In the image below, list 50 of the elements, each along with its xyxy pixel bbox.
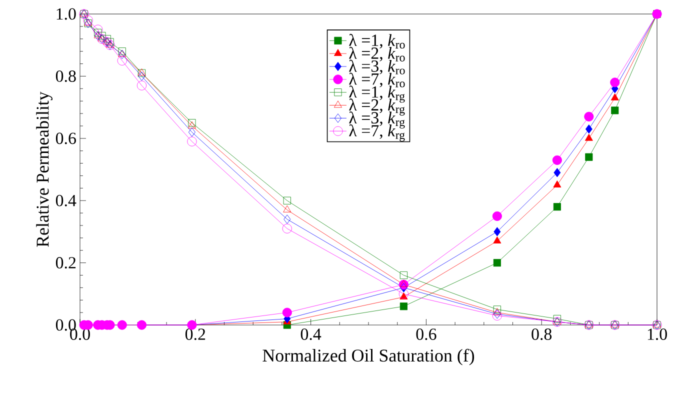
point bbox=[585, 153, 593, 161]
point bbox=[494, 227, 501, 236]
y-tick-label: 0.8 bbox=[56, 70, 76, 82]
point bbox=[117, 56, 127, 66]
point bbox=[98, 32, 106, 40]
point bbox=[118, 50, 126, 60]
x-tick-label: 0.8 bbox=[532, 328, 552, 340]
y-tick-label: 0.2 bbox=[56, 257, 76, 269]
point bbox=[584, 112, 594, 122]
x-tick-label: 0.4 bbox=[300, 328, 322, 340]
point bbox=[493, 259, 501, 267]
x-tick-label: 1.0 bbox=[648, 328, 667, 340]
point bbox=[106, 40, 114, 48]
y-tick-label: 0.6 bbox=[56, 132, 76, 144]
point bbox=[400, 302, 408, 310]
point bbox=[493, 236, 502, 244]
point bbox=[283, 205, 292, 212]
point bbox=[136, 80, 147, 90]
x-tick-label: 0.6 bbox=[416, 328, 436, 340]
y-tick-label: 0.4 bbox=[56, 194, 76, 206]
y-tick-label: 0.0 bbox=[56, 319, 76, 331]
point bbox=[584, 134, 593, 141]
point bbox=[187, 136, 197, 146]
point bbox=[188, 128, 196, 137]
point bbox=[283, 196, 291, 204]
point bbox=[585, 124, 592, 134]
point bbox=[492, 211, 502, 221]
point bbox=[610, 78, 620, 88]
point bbox=[83, 15, 93, 25]
y-axis-title: Relative Permeability bbox=[36, 92, 52, 247]
point bbox=[282, 224, 292, 234]
y-tick-label: 1.0 bbox=[56, 8, 76, 20]
point bbox=[94, 28, 102, 36]
point bbox=[93, 24, 103, 34]
x-axis-title: Normalized Oil Saturation (f) bbox=[262, 348, 474, 366]
point bbox=[117, 320, 127, 330]
point bbox=[552, 155, 562, 165]
point bbox=[398, 289, 408, 299]
x-tick-label: 0.2 bbox=[185, 328, 206, 340]
point bbox=[553, 203, 561, 211]
point bbox=[400, 271, 408, 280]
point bbox=[553, 314, 561, 323]
point bbox=[554, 168, 561, 178]
point bbox=[610, 93, 619, 100]
point bbox=[553, 180, 562, 188]
point bbox=[282, 308, 292, 318]
point bbox=[284, 214, 291, 224]
point bbox=[138, 72, 146, 81]
point bbox=[400, 280, 408, 287]
point bbox=[611, 106, 619, 114]
